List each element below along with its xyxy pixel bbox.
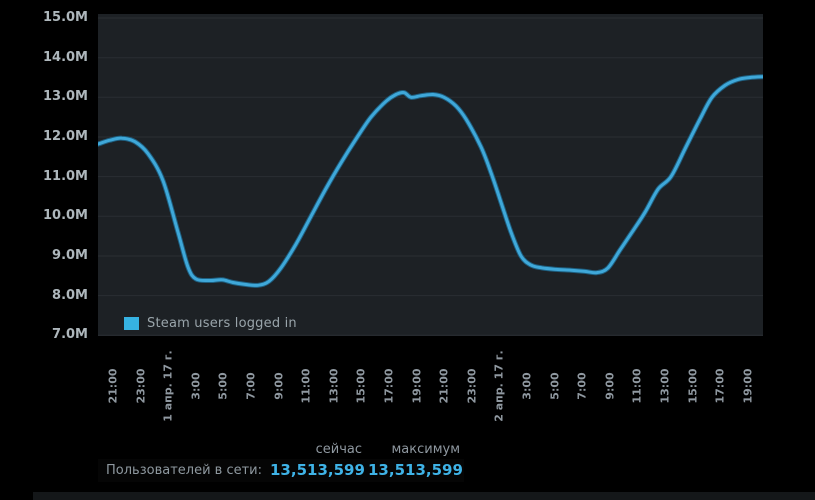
x-tick-label: 9:00	[603, 372, 617, 400]
legend-swatch-icon	[124, 316, 139, 330]
y-tick-label: 13.0M	[42, 89, 88, 104]
x-tick-label: 2 апр. 17 г.	[492, 350, 506, 422]
x-tick-label: 13:00	[658, 368, 672, 404]
y-tick-label: 14.0M	[42, 50, 88, 65]
x-tick-label: 21:00	[106, 368, 120, 404]
x-tick-label: 19:00	[410, 368, 424, 404]
x-tick-label: 11:00	[299, 368, 313, 404]
y-tick-label: 15.0M	[42, 10, 88, 25]
chart-legend: Steam users logged in	[124, 312, 297, 334]
y-tick-label: 12.0M	[42, 129, 88, 144]
stats-header-max: максимум	[391, 442, 460, 457]
x-tick-label: 1 апр. 17 г.	[161, 350, 175, 422]
legend-label: Steam users logged in	[147, 315, 297, 331]
x-tick-label: 3:00	[520, 372, 534, 400]
gridlines	[98, 17, 763, 336]
x-tick-label: 5:00	[216, 372, 230, 400]
users-online-now-value: 13,513,599	[270, 461, 365, 479]
stats-row-label: Пользователей в сети:	[106, 463, 262, 478]
x-tick-label: 17:00	[713, 368, 727, 404]
x-tick-label: 11:00	[630, 368, 644, 404]
chart-plot-area: Steam users logged in	[98, 14, 763, 336]
x-tick-label: 23:00	[465, 368, 479, 404]
y-tick-label: 11.0M	[42, 169, 88, 184]
x-tick-label: 9:00	[272, 372, 286, 400]
x-tick-label: 23:00	[134, 368, 148, 404]
x-tick-label: 5:00	[548, 372, 562, 400]
x-tick-label: 13:00	[327, 368, 341, 404]
y-tick-label: 8.0M	[52, 288, 88, 303]
x-tick-label: 19:00	[741, 368, 755, 404]
x-tick-label: 15:00	[354, 368, 368, 404]
next-row-strip	[33, 492, 815, 500]
x-tick-label: 7:00	[244, 372, 258, 400]
y-tick-label: 7.0M	[52, 327, 88, 342]
y-tick-label: 9.0M	[52, 248, 88, 263]
x-tick-label: 17:00	[382, 368, 396, 404]
users-online-max-value: 13,513,599	[368, 461, 463, 479]
x-tick-label: 3:00	[189, 372, 203, 400]
stats-header-now: сейчас	[315, 442, 362, 457]
x-tick-label: 15:00	[686, 368, 700, 404]
x-tick-label: 21:00	[437, 368, 451, 404]
users-line-chart	[98, 17, 763, 336]
users-line	[98, 75, 763, 287]
x-tick-label: 7:00	[575, 372, 589, 400]
y-tick-label: 10.0M	[42, 208, 88, 223]
users-line-halo	[98, 74, 763, 288]
